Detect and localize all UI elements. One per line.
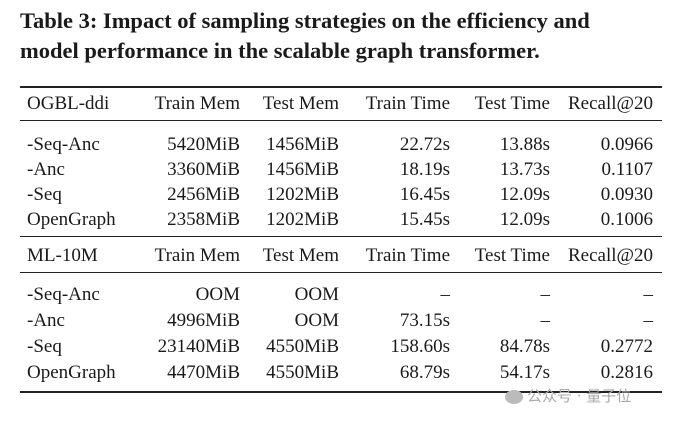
table-header-row-cell: Train Mem xyxy=(154,93,240,114)
table-header-row-cell: Train Mem xyxy=(154,245,240,266)
table-row-cell: 12.09s xyxy=(499,209,550,230)
table-row-cell: 68.79s xyxy=(399,362,450,383)
table-row-cell: – xyxy=(643,310,654,331)
top-rule xyxy=(20,86,662,88)
table-row-cell: -Seq-Anc xyxy=(27,134,100,155)
table-row-cell: – xyxy=(643,284,654,305)
table-header-row-cell: OGBL-ddi xyxy=(27,93,110,114)
section-rule xyxy=(20,236,662,237)
table-header-row-cell: Train Time xyxy=(365,245,450,266)
table-row-cell: 0.2816 xyxy=(600,362,653,383)
table-row-cell: 4550MiB xyxy=(266,336,339,357)
table-row-cell: 13.73s xyxy=(499,159,550,180)
table-row-cell: – xyxy=(540,284,551,305)
table-row-cell: 0.1107 xyxy=(601,159,653,180)
table-row-cell: 0.0966 xyxy=(600,134,653,155)
table-row-cell: 15.45s xyxy=(399,209,450,230)
header-rule-1 xyxy=(20,120,662,121)
table-row-cell: 18.19s xyxy=(399,159,450,180)
table-row-cell: 2456MiB xyxy=(167,184,240,205)
table-header-row-cell: Train Time xyxy=(365,93,450,114)
bottom-rule xyxy=(20,391,662,393)
table-row-cell: 5420MiB xyxy=(167,134,240,155)
table-row-cell: OpenGraph xyxy=(27,362,116,383)
table-row-cell: 4470MiB xyxy=(167,362,240,383)
watermark-text: 公众号 · 量子位 xyxy=(527,387,632,405)
table-row-cell: -Seq xyxy=(27,336,62,357)
table-row-cell: 0.2772 xyxy=(600,336,653,357)
table-row-cell: OpenGraph xyxy=(27,209,116,230)
table-row-cell: 16.45s xyxy=(399,184,450,205)
table-header-row-cell: ML-10M xyxy=(27,245,98,266)
table-header-row: ML-10M Train Mem Test Mem Train Time Test Ti… xyxy=(0,243,698,269)
wechat-icon xyxy=(505,389,523,404)
table-row: -Anc 3360MiB 1456MiB 18.19s 13.73s 0.1107 xyxy=(0,157,698,183)
table-row-cell: 1456MiB xyxy=(266,134,339,155)
table-row: -Seq 2456MiB 1202MiB 16.45s 12.09s 0.0930 xyxy=(0,182,698,208)
table-row-cell: OOM xyxy=(195,284,240,305)
table-header-row-cell: Test Mem xyxy=(262,245,339,266)
table-row-cell: OOM xyxy=(294,284,339,305)
table-row-cell: 12.09s xyxy=(499,184,550,205)
table-row-cell: 73.15s xyxy=(399,310,450,331)
table-header-row-cell: Test Mem xyxy=(262,93,339,114)
table-row-cell: -Seq-Anc xyxy=(27,284,100,305)
table-row-cell: 158.60s xyxy=(390,336,450,357)
table-row: OpenGraph 4470MiB 4550MiB 68.79s 54.17s 0.281… xyxy=(0,360,698,386)
table-row-cell: 4550MiB xyxy=(266,362,339,383)
table-row-cell: OOM xyxy=(294,310,339,331)
table-row-cell: 0.1006 xyxy=(600,209,653,230)
table-row-cell: 1202MiB xyxy=(266,184,339,205)
table-header-row-cell: Test Time xyxy=(474,93,550,114)
table-row-cell: 54.17s xyxy=(499,362,550,383)
table-header-row-cell: Test Time xyxy=(474,245,550,266)
table-row-cell: 84.78s xyxy=(499,336,550,357)
table-row-cell: 23140MiB xyxy=(157,336,240,357)
table-row-cell: 1202MiB xyxy=(266,209,339,230)
table-row-cell: 4996MiB xyxy=(167,310,240,331)
table-row: OpenGraph 2358MiB 1202MiB 15.45s 12.09s 0.100… xyxy=(0,207,698,233)
table-row-cell: -Anc xyxy=(27,310,65,331)
table-row-cell: – xyxy=(440,284,451,305)
table-row-cell: -Seq xyxy=(27,184,62,205)
table-row: -Anc 4996MiB OOM 73.15s – – xyxy=(0,308,698,334)
table-row: -Seq-Anc 5420MiB 1456MiB 22.72s 13.88s 0.0966 xyxy=(0,132,698,158)
watermark: 公众号 · 量子位 xyxy=(505,385,631,406)
table-caption: Table 3: Impact of sampling strategies o… xyxy=(20,6,690,66)
table-header-row: OGBL-ddi Train Mem Test Mem Train Time Test … xyxy=(0,91,698,117)
table-row-cell: – xyxy=(540,310,551,331)
caption-line-2: model performance in the scalable graph … xyxy=(20,38,540,63)
table-header-row-cell: Recall@20 xyxy=(567,93,653,114)
header-rule-2 xyxy=(20,272,662,273)
table-row-cell: 3360MiB xyxy=(167,159,240,180)
table-row: -Seq 23140MiB 4550MiB 158.60s 84.78s 0.2772 xyxy=(0,334,698,360)
caption-line-1: Table 3: Impact of sampling strategies o… xyxy=(20,8,590,33)
table-row-cell: 13.88s xyxy=(499,134,550,155)
table-header-row-cell: Recall@20 xyxy=(567,245,653,266)
table-row-cell: 0.0930 xyxy=(600,184,653,205)
table-row-cell: 2358MiB xyxy=(167,209,240,230)
table-row-cell: 22.72s xyxy=(399,134,450,155)
table-row: -Seq-Anc OOM OOM – – – xyxy=(0,282,698,308)
table-row-cell: -Anc xyxy=(27,159,65,180)
table-row-cell: 1456MiB xyxy=(266,159,339,180)
